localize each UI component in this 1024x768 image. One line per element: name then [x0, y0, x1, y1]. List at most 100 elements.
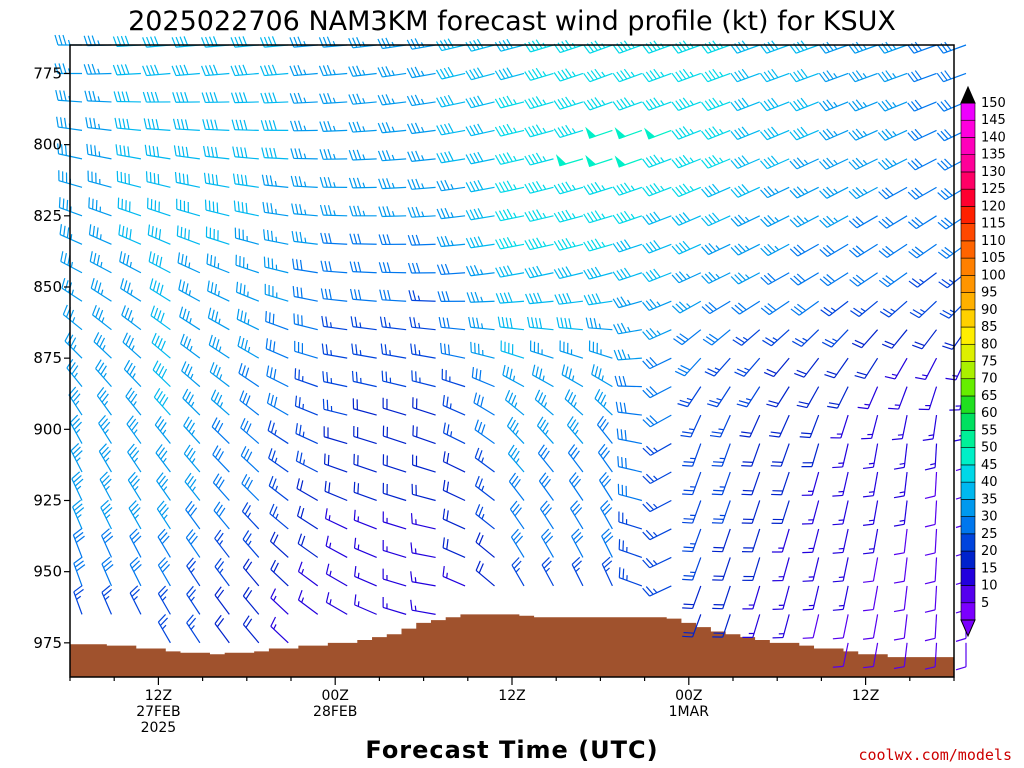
wind-barb	[127, 471, 142, 501]
colorbar-cell	[960, 188, 976, 207]
wind-barb	[936, 41, 967, 54]
terrain-surface	[70, 614, 954, 677]
wind-barb	[614, 155, 643, 168]
wind-barb	[238, 363, 260, 388]
wind-barb	[878, 215, 908, 229]
wind-barb	[504, 389, 525, 416]
wind-barb	[93, 332, 112, 359]
colorbar-cell	[960, 378, 976, 397]
wind-barb	[98, 415, 112, 444]
wind-barb	[233, 200, 259, 217]
wind-barb	[704, 357, 731, 377]
wind-barb	[91, 304, 112, 331]
wind-barb	[475, 504, 495, 530]
wind-barb	[802, 585, 820, 611]
colorbar-label: 30	[981, 510, 998, 525]
wind-barb	[270, 559, 289, 587]
wind-barb	[214, 586, 230, 615]
wind-barb	[117, 197, 142, 217]
wind-barb	[99, 471, 112, 501]
wind-barb	[879, 300, 908, 318]
wind-barb	[61, 277, 83, 302]
wind-barb	[241, 502, 260, 530]
wind-barb	[682, 443, 702, 467]
wind-barb	[908, 243, 937, 259]
colorbar-cell	[960, 292, 976, 311]
wind-barb	[909, 300, 937, 319]
wind-barb	[325, 563, 348, 587]
wind-barb	[214, 557, 230, 587]
wind-barb	[239, 390, 260, 416]
colorbar-label: 85	[981, 320, 998, 335]
wind-barb	[862, 614, 879, 640]
colorbar-label: 90	[981, 303, 998, 318]
wind-barb	[541, 528, 554, 558]
wind-barb	[701, 300, 731, 315]
wind-barb	[524, 39, 554, 53]
wind-barb	[730, 126, 760, 141]
wind-barb	[150, 305, 171, 331]
wind-barb	[907, 128, 937, 142]
wind-barb	[553, 181, 584, 195]
wind-barb	[261, 174, 289, 188]
wind-barb	[682, 471, 702, 496]
wind-barb	[674, 357, 702, 377]
wind-barb	[671, 68, 702, 83]
wind-barb	[289, 92, 318, 104]
wind-barb	[730, 155, 760, 169]
wind-barb	[918, 386, 938, 411]
wind-barb	[319, 177, 348, 188]
wind-barb	[214, 614, 230, 644]
wind-barb	[88, 197, 112, 217]
wind-barb	[148, 251, 171, 274]
wind-barb	[792, 329, 820, 347]
wind-barb	[861, 414, 879, 440]
wind-barb	[320, 260, 348, 274]
wind-barb	[412, 397, 436, 416]
wind-barb	[524, 124, 554, 138]
wind-barb	[325, 535, 348, 558]
wind-barb	[83, 63, 112, 75]
wind-barb	[553, 124, 584, 138]
wind-barb	[760, 214, 790, 228]
wind-barb	[700, 40, 731, 54]
wind-barb	[289, 120, 318, 132]
wind-barb	[297, 590, 319, 615]
wind-barb	[571, 528, 584, 558]
wind-barb	[291, 230, 318, 245]
wind-barb	[495, 208, 525, 222]
wind-barb	[203, 172, 230, 188]
wind-barb	[924, 557, 938, 585]
wind-barb	[862, 557, 879, 583]
wind-barb	[615, 401, 642, 416]
wind-barb	[642, 471, 672, 485]
terrain-layer	[70, 614, 954, 677]
wind-barb	[290, 148, 318, 160]
wind-barb	[407, 178, 436, 190]
wind-barb	[893, 614, 908, 641]
wind-barb	[436, 151, 466, 164]
wind-barb	[207, 307, 230, 331]
wind-barb	[213, 501, 230, 530]
wind-barb	[583, 97, 613, 111]
wind-barb	[201, 92, 230, 104]
wind-barb	[495, 265, 525, 278]
wind-barb	[642, 40, 672, 54]
wind-barb	[352, 398, 377, 416]
wind-barb	[382, 425, 407, 445]
wind-barb	[129, 556, 142, 587]
wind-barb	[494, 67, 525, 81]
wind-barb	[711, 443, 731, 467]
wind-barb	[742, 557, 761, 581]
wind-barb	[849, 272, 878, 287]
wind-barb	[237, 335, 260, 359]
wind-barb	[471, 366, 495, 388]
wind-barb	[290, 175, 318, 188]
wind-barb	[908, 272, 937, 288]
wind-barb	[832, 500, 849, 526]
wind-barb	[854, 357, 879, 379]
colorbar-cell	[960, 567, 976, 586]
wind-barb	[730, 214, 760, 227]
wind-barb	[101, 528, 114, 558]
wind-barb	[730, 68, 760, 83]
